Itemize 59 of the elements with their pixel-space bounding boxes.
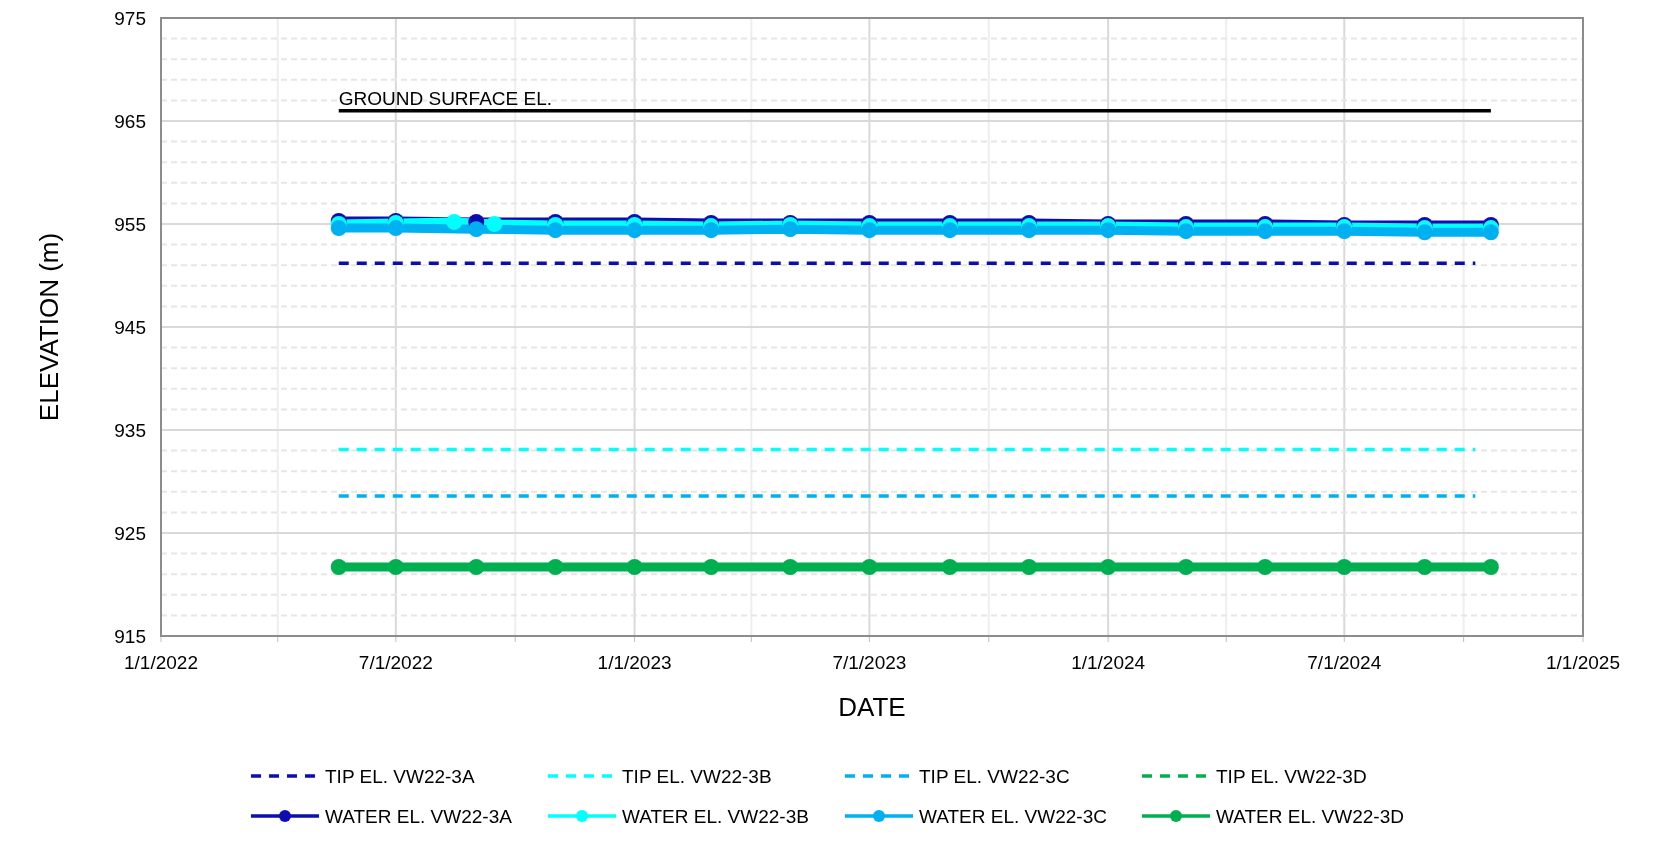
point: [446, 213, 463, 230]
y-tick-label: 965: [114, 111, 146, 132]
point: [626, 222, 643, 239]
point: [1416, 224, 1433, 241]
point: [547, 558, 564, 575]
point: [941, 222, 958, 239]
point: [330, 220, 347, 237]
y-tick-label: 955: [114, 214, 146, 235]
x-tick-label: 1/1/2024: [1071, 652, 1146, 673]
point: [1100, 558, 1117, 575]
point: [330, 558, 347, 575]
point: [1257, 558, 1274, 575]
point: [1416, 558, 1433, 575]
x-tick-label: 1/1/2025: [1546, 652, 1620, 673]
y-tick-label: 925: [114, 523, 146, 544]
y-tick-label: 915: [114, 626, 146, 647]
point: [1482, 558, 1499, 575]
point: [1336, 223, 1353, 240]
point: [547, 222, 564, 239]
legend-label: TIP EL. VW22-3C: [919, 766, 1070, 787]
legend-label: WATER EL. VW22-3C: [919, 806, 1107, 827]
point: [703, 558, 720, 575]
ref-line-label: GROUND SURFACE EL.: [338, 87, 553, 109]
x-tick-label: 1/1/2023: [597, 652, 672, 673]
point: [782, 558, 799, 575]
legend-label: TIP EL. VW22-3D: [1216, 766, 1367, 787]
point: [468, 221, 485, 238]
point: [468, 558, 485, 575]
legend-label: WATER EL. VW22-3A: [325, 806, 513, 827]
y-tick-label: 975: [114, 8, 146, 29]
y-axis-title: ELEVATION (m): [34, 232, 64, 422]
point: [703, 222, 720, 239]
legend-label: WATER EL. VW22-3D: [1216, 806, 1404, 827]
legend-label: WATER EL. VW22-3B: [622, 806, 809, 827]
y-tick-label: 935: [114, 420, 146, 441]
x-tick-label: 7/1/2023: [832, 652, 907, 673]
point: [1177, 558, 1194, 575]
point: [941, 558, 958, 575]
point: [1020, 558, 1037, 575]
point: [626, 558, 643, 575]
x-axis-title: DATE: [838, 692, 906, 722]
point: [387, 558, 404, 575]
point: [1177, 223, 1194, 240]
legend-label: TIP EL. VW22-3B: [622, 766, 772, 787]
y-tick-label: 945: [114, 317, 146, 338]
point: [1020, 222, 1037, 239]
point: [1257, 223, 1274, 240]
point: [782, 221, 799, 238]
point: [1482, 224, 1499, 241]
x-tick-label: 7/1/2024: [1307, 652, 1382, 673]
x-tick-label: 1/1/2022: [124, 652, 198, 673]
point: [486, 216, 503, 232]
legend-label: TIP EL. VW22-3A: [325, 766, 475, 787]
x-tick-label: 7/1/2022: [358, 652, 433, 673]
point: [1100, 222, 1117, 239]
point: [861, 558, 878, 575]
point: [387, 220, 404, 237]
point: [1336, 558, 1353, 575]
point: [861, 222, 878, 239]
